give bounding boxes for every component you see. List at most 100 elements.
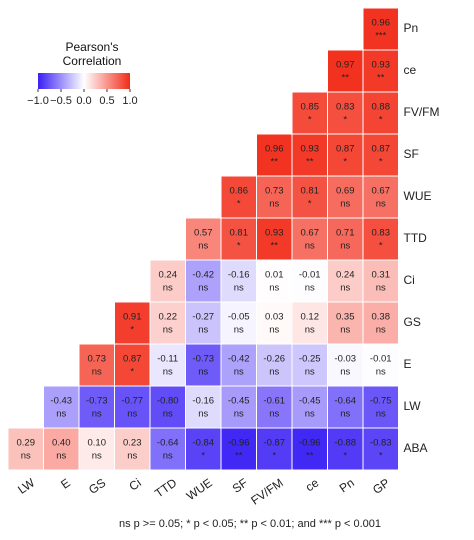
cell-value-label: 0.23 xyxy=(123,438,142,449)
cell-sig-label: * xyxy=(237,199,241,210)
cell-value-label: -0.01 xyxy=(299,270,321,281)
heatmap-cell xyxy=(149,385,186,429)
heatmap-cell xyxy=(256,427,293,471)
cell-sig-label: ns xyxy=(92,451,102,462)
cell-sig-label: ns xyxy=(376,283,386,294)
heatmap-cell xyxy=(7,427,44,471)
cell-sig-label: ns xyxy=(56,451,66,462)
heatmap-cell xyxy=(185,217,222,261)
cell-value-label: -0.16 xyxy=(192,396,214,407)
cell-sig-label: ** xyxy=(271,241,279,252)
x-tick-label: SF xyxy=(230,476,251,496)
cell-sig-label: * xyxy=(272,451,276,462)
y-tick-label: WUE xyxy=(404,189,432,203)
cell-value-label: 0.10 xyxy=(88,438,107,449)
heatmap-cell xyxy=(291,217,328,261)
cell-sig-label: * xyxy=(343,157,347,168)
cell-value-label: 0.87 xyxy=(123,354,142,365)
cell-value-label: -0.42 xyxy=(228,354,250,365)
heatmap-cell xyxy=(43,427,80,471)
heatmap-cell xyxy=(362,7,399,51)
cell-sig-label: ** xyxy=(271,157,279,168)
cell-sig-label: ** xyxy=(235,451,243,462)
heatmap-cell xyxy=(78,427,115,471)
colorbar-tick-label: −0.5 xyxy=(50,95,72,107)
heatmap-cell xyxy=(220,385,257,429)
heatmap-cell xyxy=(291,91,328,135)
cell-value-label: 0.67 xyxy=(372,186,391,197)
cell-sig-label: ns xyxy=(305,367,315,378)
x-tick-label: Pn xyxy=(337,476,357,496)
heatmap-cell xyxy=(327,49,364,93)
heatmap-cell xyxy=(362,301,399,345)
cell-sig-label: ** xyxy=(377,73,385,84)
heatmap-cell xyxy=(291,133,328,177)
cell-value-label: 0.03 xyxy=(265,312,284,323)
heatmap-cell xyxy=(362,175,399,219)
heatmap-cell xyxy=(185,301,222,345)
cell-value-label: 0.69 xyxy=(336,186,355,197)
heatmap-cell xyxy=(256,301,293,345)
cell-value-label: -0.11 xyxy=(157,354,178,365)
cell-value-label: -0.73 xyxy=(192,354,214,365)
cell-sig-label: * xyxy=(130,367,134,378)
heatmap-cell xyxy=(327,133,364,177)
cell-sig-label: * xyxy=(379,451,383,462)
cell-sig-label: ns xyxy=(163,409,173,420)
cell-sig-label: ns xyxy=(305,283,315,294)
cell-value-label: 0.97 xyxy=(336,60,355,71)
heatmap-cell xyxy=(220,259,257,303)
y-tick-label: Pn xyxy=(404,21,419,35)
heatmap-cell xyxy=(220,427,257,471)
cell-value-label: 0.01 xyxy=(265,270,284,281)
cell-sig-label: ns xyxy=(198,283,208,294)
cell-value-label: 0.67 xyxy=(301,228,320,239)
y-tick-label: ce xyxy=(404,63,417,77)
heatmap-cell xyxy=(185,259,222,303)
heatmap-cell xyxy=(78,385,115,429)
cell-sig-label: * xyxy=(343,451,347,462)
cell-value-label: -0.64 xyxy=(157,438,179,449)
heatmap-cell xyxy=(220,301,257,345)
y-tick-label: E xyxy=(404,357,412,371)
heatmap-cell xyxy=(362,133,399,177)
cell-sig-label: ns xyxy=(269,367,279,378)
cell-value-label: 0.81 xyxy=(230,228,249,239)
heatmap-cell xyxy=(362,427,399,471)
heatmap-cell xyxy=(362,217,399,261)
cell-sig-label: ns xyxy=(269,283,279,294)
cell-sig-label: * xyxy=(308,115,312,126)
heatmap-cell xyxy=(327,301,364,345)
y-tick-label: ABA xyxy=(404,441,428,455)
cell-sig-label: ns xyxy=(56,409,66,420)
cell-value-label: -0.01 xyxy=(370,354,392,365)
heatmap-cell xyxy=(291,301,328,345)
heatmap-cell xyxy=(185,385,222,429)
cell-value-label: 0.91 xyxy=(123,312,142,323)
cell-value-label: -0.25 xyxy=(299,354,321,365)
heatmap-cell xyxy=(149,259,186,303)
cell-value-label: 0.96 xyxy=(372,18,391,29)
cell-value-label: 0.24 xyxy=(336,270,355,281)
heatmap-cell xyxy=(327,343,364,387)
cell-sig-label: ns xyxy=(340,283,350,294)
cell-value-label: -0.45 xyxy=(299,396,321,407)
cell-sig-label: * xyxy=(201,451,205,462)
cell-sig-label: ns xyxy=(21,451,31,462)
cell-sig-label: ns xyxy=(340,241,350,252)
cell-value-label: -0.43 xyxy=(50,396,72,407)
y-tick-label: TTD xyxy=(404,231,428,245)
cell-sig-label: ns xyxy=(340,367,350,378)
colorbar-tick-label: 1.0 xyxy=(122,95,137,107)
cell-sig-label: ns xyxy=(305,241,315,252)
cell-sig-label: ** xyxy=(306,451,314,462)
cell-value-label: -0.16 xyxy=(228,270,250,281)
cell-value-label: -0.03 xyxy=(334,354,356,365)
heatmap-cell xyxy=(256,175,293,219)
cell-sig-label: ns xyxy=(163,367,173,378)
cell-sig-label: ** xyxy=(306,157,314,168)
cell-value-label: 0.31 xyxy=(372,270,391,281)
x-tick-label: GS xyxy=(86,476,108,497)
cell-sig-label: ns xyxy=(269,409,279,420)
cell-value-label: 0.38 xyxy=(372,312,391,323)
